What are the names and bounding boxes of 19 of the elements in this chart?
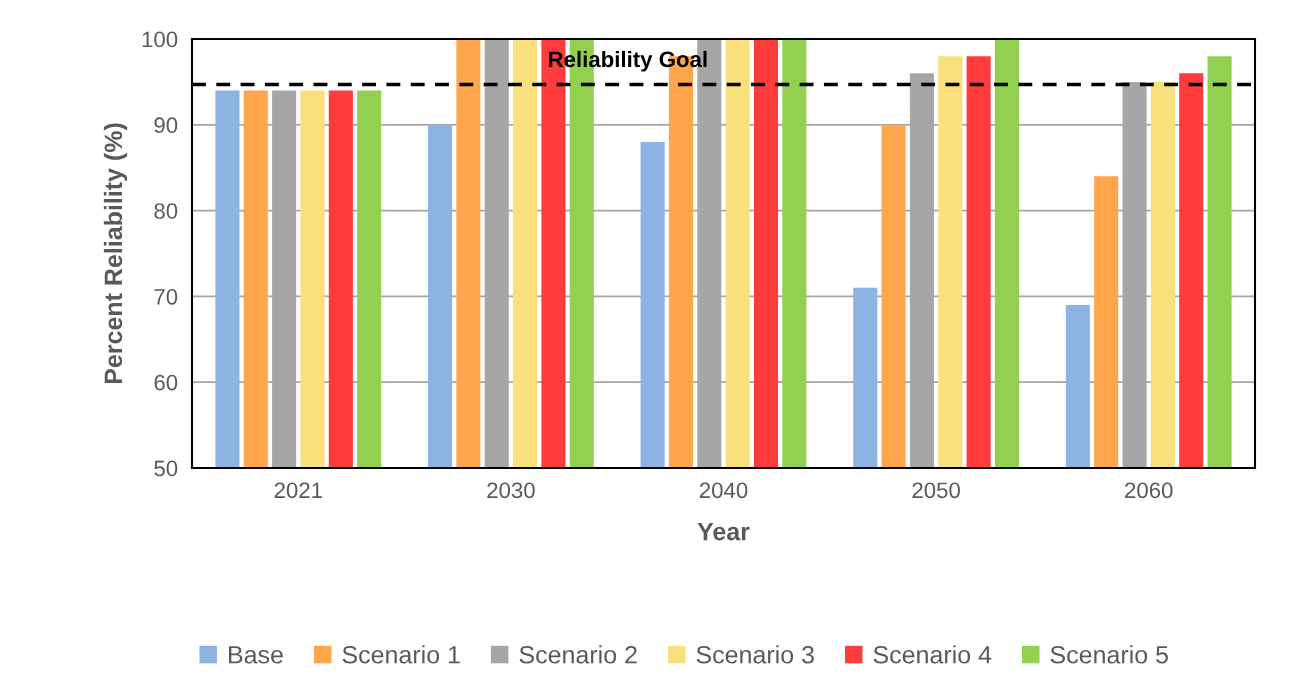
legend-label: Scenario 4: [873, 645, 992, 664]
y-tick-label: 100: [142, 31, 178, 48]
legend-label: Scenario 5: [1050, 645, 1168, 664]
y-tick-label: 90: [154, 117, 178, 134]
x-tick-label: 2050: [912, 482, 960, 499]
x-tick-label: 2021: [274, 482, 322, 499]
x-tick-label: 2030: [487, 482, 535, 499]
x-tick-label: 2060: [1125, 482, 1173, 499]
x-tick-label: 2040: [699, 482, 748, 499]
y-tick-label: 80: [154, 203, 178, 219]
legend-label: Base: [229, 646, 283, 664]
legend-label: Scenario 2: [519, 645, 637, 664]
y-tick-label: 60: [154, 374, 178, 391]
y-tick-label: 70: [154, 288, 178, 305]
y-axis-title: Percent Reliability (%): [103, 123, 128, 384]
legend-label: Scenario 3: [696, 645, 814, 664]
x-axis-title: Year: [697, 522, 750, 541]
y-tick-label: 50: [154, 460, 178, 477]
legend-label: Scenario 1: [342, 645, 460, 664]
